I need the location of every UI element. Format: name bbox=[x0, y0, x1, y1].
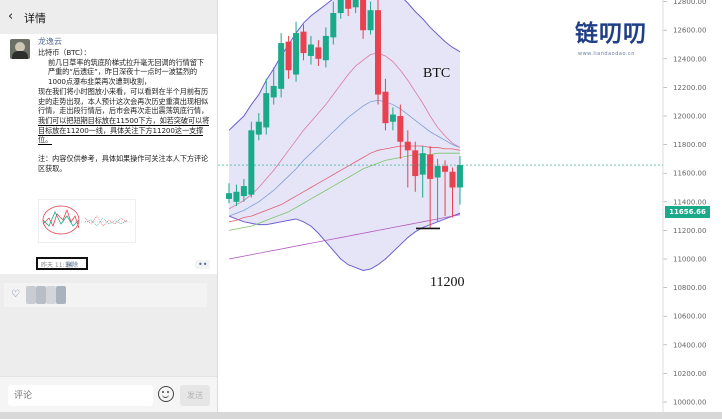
bollinger-band bbox=[229, 0, 460, 271]
y-axis-tick-label: 11000.00 bbox=[673, 256, 706, 264]
candle-body bbox=[419, 153, 426, 175]
candle-body bbox=[456, 165, 463, 188]
moving-average-line bbox=[228, 52, 461, 210]
liker-avatar[interactable] bbox=[56, 286, 66, 304]
y-axis-tick-label: 11200.00 bbox=[673, 227, 706, 235]
y-axis-tick-label: 11800.00 bbox=[673, 141, 706, 149]
moment-detail-panel: ‹ 详情 龙逸云 比特币（BTC）： 前几日草率的筑底阶梯式拉升毫无回调的行情留… bbox=[0, 0, 218, 419]
more-options-button[interactable]: •• bbox=[195, 260, 211, 269]
chart-canvas: 10000.00 10200.00 10400.00 10600.00 10800.00… bbox=[218, 0, 706, 419]
candle-body bbox=[285, 41, 292, 71]
comment-input[interactable] bbox=[8, 385, 153, 406]
candle-body bbox=[367, 10, 374, 31]
moving-average-line bbox=[228, 99, 461, 217]
y-axis-tick-label: 10000.00 bbox=[673, 399, 706, 407]
post-paragraph: 前几日草率的筑底阶梯式拉升毫无回调的行情留下严重的“后遗症”，昨日深夜十一点时一… bbox=[48, 57, 204, 87]
candle-body bbox=[270, 85, 277, 98]
timestamp-box: 昨天 11:34 删除 bbox=[36, 257, 88, 270]
y-axis-tick-label: 10400.00 bbox=[673, 341, 706, 349]
candle-body bbox=[307, 44, 314, 56]
candle-body bbox=[375, 10, 381, 95]
candle-body bbox=[278, 43, 285, 89]
avatar[interactable] bbox=[10, 39, 30, 59]
candle-body bbox=[293, 33, 300, 75]
candle-body bbox=[337, 0, 344, 14]
bollinger-upper-line bbox=[228, 0, 461, 131]
chart-symbol-label: BTC bbox=[423, 66, 451, 81]
candle-body bbox=[226, 193, 232, 199]
post-paragraph: 比特币（BTC）： bbox=[38, 48, 91, 57]
post-paragraph: 现在我们将小时图放小来看，可以看到在半个月前有历史的走势出现，本人预计这次会再次… bbox=[38, 86, 210, 146]
moving-average-line bbox=[228, 145, 461, 223]
candle-body bbox=[300, 31, 307, 54]
send-button[interactable]: 发送 bbox=[180, 385, 210, 406]
btc-chart: 10000.00 10200.00 10400.00 10600.00 10800.00… bbox=[218, 0, 722, 419]
chevron-left-icon[interactable]: ‹ bbox=[8, 9, 14, 24]
y-axis-tick-label: 12000.00 bbox=[673, 113, 706, 121]
post-highlight-text: 我们可以把短期目标放在11500下方，如若突破可以将目标放在11200一线，具体… bbox=[38, 115, 210, 146]
liker-avatar[interactable] bbox=[26, 286, 36, 304]
post-paragraph-text: 现在我们将小时图放小来看，可以看到在半个月前有历史的走势出现，本人预计这次会再次… bbox=[38, 86, 209, 116]
candle-body bbox=[382, 91, 389, 124]
support-level-label: 11200 bbox=[430, 275, 465, 290]
candle-body bbox=[322, 35, 329, 61]
post-text: 比特币（BTC）： 前几日草率的筑底阶梯式拉升毫无回调的行情留下严重的“后遗症”… bbox=[38, 48, 210, 173]
candle-body bbox=[389, 114, 396, 122]
candle-body bbox=[360, 0, 367, 31]
post-image-thumbnail[interactable] bbox=[38, 199, 136, 243]
candle-body bbox=[330, 13, 337, 38]
brand-logo: 链叨叨 bbox=[575, 21, 647, 47]
moving-average-line bbox=[228, 214, 461, 260]
y-axis-tick-label: 10800.00 bbox=[673, 284, 706, 292]
delete-link[interactable]: 删除 bbox=[66, 262, 79, 269]
y-axis-tick-label: 10200.00 bbox=[673, 370, 706, 378]
smiley-icon[interactable] bbox=[158, 386, 174, 402]
y-axis-tick-label: 12400.00 bbox=[673, 55, 706, 63]
y-axis-tick-label: 12600.00 bbox=[673, 27, 706, 35]
y-axis-tick-label: 10600.00 bbox=[673, 313, 706, 321]
detail-header: ‹ 详情 bbox=[0, 0, 217, 35]
author-name[interactable]: 龙逸云 bbox=[38, 37, 62, 46]
candle-body bbox=[427, 154, 434, 179]
liker-avatar[interactable] bbox=[36, 286, 46, 304]
y-axis-tick-label: 12200.00 bbox=[673, 84, 706, 92]
y-axis-tick-label: 11400.00 bbox=[673, 198, 706, 206]
candle-body bbox=[263, 93, 270, 128]
candle-body bbox=[412, 150, 419, 177]
y-axis-tick-label: 12800.00 bbox=[673, 0, 706, 6]
post-card: 龙逸云 比特币（BTC）： 前几日草率的筑底阶梯式拉升毫无回调的行情留下严重的“… bbox=[0, 34, 217, 274]
candle-body bbox=[449, 171, 456, 188]
candle-body bbox=[345, 0, 352, 9]
candle-body bbox=[255, 121, 262, 135]
candle-body bbox=[248, 130, 255, 195]
candle-body bbox=[240, 186, 247, 197]
candle-body bbox=[404, 141, 411, 151]
current-price-tag: 11656.66 bbox=[665, 206, 710, 218]
candle-body bbox=[352, 0, 359, 8]
candle-body bbox=[442, 166, 449, 172]
heart-outline-icon: ♡ bbox=[11, 289, 20, 300]
post-paragraph: 注：内容仅供参考，具体如果操作可关注本人下方评论区获取。 bbox=[38, 154, 209, 173]
liker-avatar[interactable] bbox=[46, 286, 56, 304]
page-title: 详情 bbox=[24, 12, 46, 25]
candle-body bbox=[434, 166, 441, 178]
likes-bar: ♡ bbox=[4, 283, 207, 307]
y-axis-tick-label: 11600.00 bbox=[673, 170, 706, 178]
candle-body bbox=[315, 47, 322, 59]
comment-bar: 发送 bbox=[0, 376, 217, 419]
window-scrollbar[interactable] bbox=[0, 412, 722, 419]
brand-logo-url: www.liandaodao.cn bbox=[578, 51, 635, 57]
post-timestamp: 昨天 11:34 bbox=[41, 262, 73, 269]
candle-body bbox=[397, 116, 404, 142]
candle-body bbox=[233, 191, 240, 202]
